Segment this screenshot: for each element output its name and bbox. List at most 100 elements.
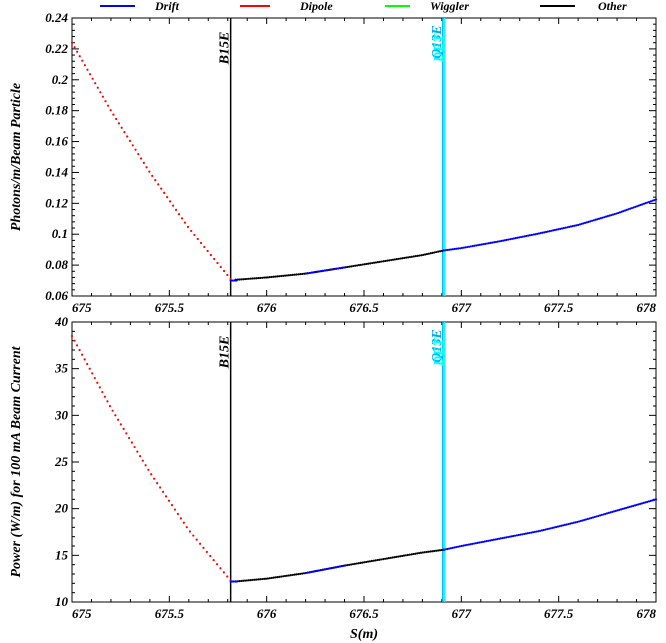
- other-series-point: [268, 577, 271, 580]
- drift-series-point: [588, 517, 591, 520]
- drift-series-point: [596, 218, 599, 221]
- drift-series-point: [562, 226, 565, 230]
- x-tick-label: 677: [452, 300, 472, 315]
- other-series-point: [385, 557, 389, 560]
- other-series-point: [401, 257, 404, 260]
- y-tick-label: 10: [55, 594, 69, 609]
- dipole-series-point: [76, 50, 79, 53]
- dipole-series-point: [75, 344, 79, 347]
- x-tick-label: 676.5: [349, 606, 379, 621]
- drift-series-point: [577, 520, 581, 523]
- drift-series-point: [484, 242, 487, 245]
- other-series-point: [238, 278, 241, 281]
- y-tick-label: 15: [55, 547, 69, 562]
- other-series-point: [274, 275, 277, 278]
- other-series-point: [427, 252, 430, 255]
- other-series-point: [384, 557, 387, 560]
- other-series-point: [363, 561, 366, 564]
- y-tick-label: 0.2: [52, 72, 69, 87]
- dipole-series-point: [96, 381, 99, 384]
- drift-series-point: [476, 541, 479, 544]
- drift-series-point: [455, 247, 458, 250]
- drift-series-point: [501, 536, 504, 540]
- other-series-point: [438, 250, 442, 253]
- drift-series-point: [341, 266, 344, 269]
- dipole-series-point: [106, 400, 109, 403]
- drift-series-point: [614, 509, 617, 512]
- drift-series-point: [310, 570, 314, 573]
- y-tick-label: 40: [54, 314, 69, 329]
- dipole-series-point: [169, 200, 172, 203]
- drift-series-point: [560, 227, 564, 230]
- drift-series-point: [494, 538, 497, 541]
- dipole-series-point: [192, 534, 195, 537]
- dipole-series-point: [70, 41, 74, 44]
- dipole-series-point: [148, 170, 151, 173]
- other-series-point: [404, 554, 407, 557]
- drift-series-point: [627, 208, 630, 211]
- drift-series-point: [485, 540, 488, 543]
- drift-series-point: [304, 571, 307, 575]
- drift-series-point: [579, 519, 582, 523]
- drift-series-point: [649, 499, 652, 502]
- dipole-series-point: [173, 508, 177, 511]
- other-series-point: [402, 554, 406, 557]
- other-series-point: [393, 258, 396, 261]
- other-series-point: [291, 573, 294, 577]
- drift-series-point: [460, 246, 463, 250]
- drift-series-point: [611, 213, 615, 216]
- other-series-point: [255, 277, 258, 280]
- other-series-point: [412, 552, 415, 556]
- drift-series-point: [603, 216, 606, 219]
- other-series-point: [368, 560, 372, 563]
- other-series-point: [280, 274, 283, 278]
- photon-rate-panel: 675 675.5 676 676.5 677 677.5 678 0.06 0.08 0.1 0.…: [9, 10, 658, 315]
- other-series-point: [363, 263, 366, 266]
- dipole-series-point: [94, 82, 97, 85]
- other-series-point: [361, 263, 364, 266]
- drift-series-point: [304, 272, 307, 275]
- drift-series-point: [568, 225, 571, 229]
- drift-series-point: [621, 507, 624, 510]
- dipole-series-point: [91, 77, 94, 80]
- element-label-det: DET: [432, 337, 447, 367]
- drift-series-point: [490, 539, 494, 542]
- drift-series-point: [508, 535, 511, 538]
- drift-series-point: [605, 512, 609, 515]
- other-series-point: [414, 552, 417, 555]
- dipole-series-point: [172, 204, 175, 207]
- drift-series-point: [555, 228, 558, 231]
- drift-series-point: [498, 240, 501, 243]
- other-series-point: [259, 578, 262, 581]
- drift-series-point: [618, 508, 621, 511]
- other-series-point: [412, 255, 415, 258]
- other-series-point: [353, 562, 356, 565]
- drift-series-point: [471, 542, 474, 545]
- other-series-point: [422, 253, 425, 256]
- other-series-point: [431, 550, 434, 553]
- drift-series-point: [453, 546, 456, 549]
- drift-series-point: [336, 565, 340, 568]
- drift-series-point: [642, 202, 646, 205]
- drift-series-point: [499, 537, 502, 540]
- drift-series-point: [644, 202, 647, 205]
- other-series-point: [247, 277, 250, 280]
- dipole-series-point: [161, 490, 165, 494]
- drift-series-point: [556, 525, 559, 528]
- drift-series-point: [560, 524, 563, 527]
- drift-series-point: [306, 272, 309, 275]
- drift-series-point: [600, 513, 603, 517]
- drift-series-point: [536, 232, 539, 235]
- y-axis-label: Photons/m/Beam Particle: [9, 83, 24, 231]
- dipole-series-point: [78, 55, 81, 58]
- other-series-point: [359, 263, 362, 266]
- other-series-point: [240, 278, 243, 281]
- dipole-series-point: [114, 414, 117, 417]
- drift-series-point: [339, 267, 342, 270]
- other-series-point: [348, 265, 351, 268]
- drift-series-point: [639, 502, 642, 505]
- drift-series-point: [496, 538, 499, 541]
- drift-series-point: [653, 198, 656, 202]
- dipole-series-point: [93, 376, 96, 380]
- dipole-series-point: [130, 441, 133, 444]
